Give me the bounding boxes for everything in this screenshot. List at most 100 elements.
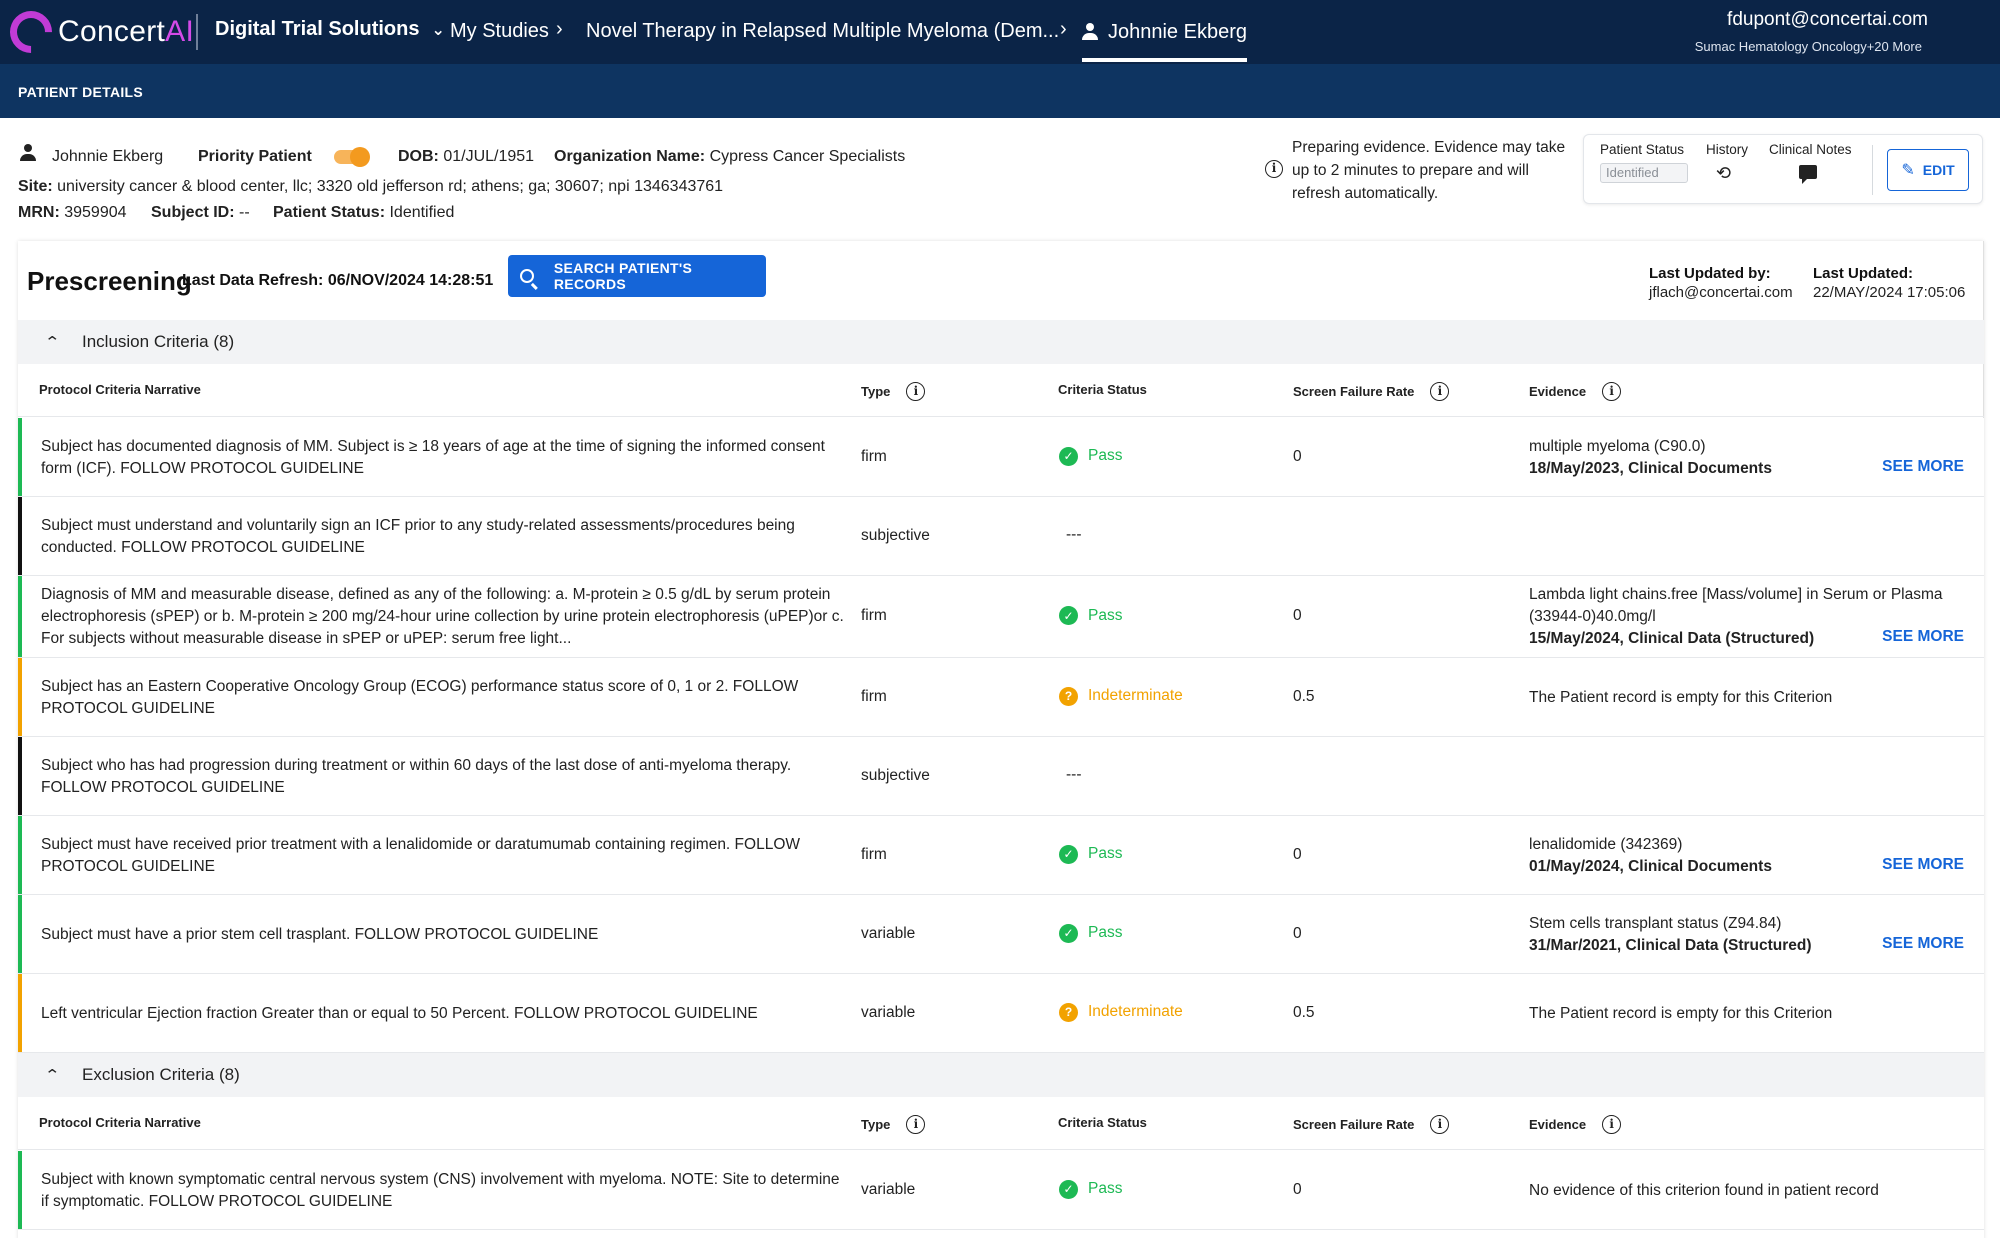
column-header-criteria-status[interactable]: Criteria Status <box>1058 382 1147 397</box>
chevron-up-icon[interactable]: ⌃ <box>44 1067 61 1084</box>
column-header-narrative[interactable]: Protocol Criteria Narrative <box>39 382 201 397</box>
product-switcher[interactable]: Digital Trial Solutions ⌄ <box>215 18 445 41</box>
criteria-row[interactable]: Subject must understand and voluntarily … <box>18 497 1984 576</box>
see-more-link[interactable]: SEE MORE <box>1882 628 1964 645</box>
prescreening-title: Prescreening <box>27 266 192 296</box>
exclusion-criteria-header[interactable]: ⌃ Exclusion Criteria (8) <box>18 1053 1984 1097</box>
see-more-link[interactable]: SEE MORE <box>1882 934 1964 952</box>
criteria-type: variable <box>861 1003 916 1021</box>
evidence-source: 18/May/2023, Clinical Documents <box>1529 459 1772 477</box>
header-divider <box>18 1149 1984 1150</box>
edit-button-label: EDIT <box>1922 162 1955 178</box>
row-status-bar <box>18 1151 22 1229</box>
info-icon[interactable]: i <box>1602 1115 1622 1134</box>
evidence-value: Stem cells transplant status (Z94.84) <box>1529 914 1782 932</box>
criteria-narrative: Subject must have received prior treatme… <box>41 835 801 875</box>
priority-patient-toggle[interactable] <box>334 147 370 167</box>
header-divider <box>18 416 1984 417</box>
column-header-screen-failure-rate[interactable]: Screen Failure Rate i <box>1293 382 1450 401</box>
criteria-narrative: Subject has an Eastern Cooperative Oncol… <box>41 677 799 717</box>
subject-id-field: Subject ID: -- <box>151 204 250 222</box>
column-header-narrative[interactable]: Protocol Criteria Narrative <box>39 1115 201 1130</box>
info-icon[interactable]: i <box>906 382 926 401</box>
inclusion-criteria-header[interactable]: ⌃ Inclusion Criteria (8) <box>18 320 1984 364</box>
user-organizations[interactable]: Sumac Hematology Oncology+20 More <box>1694 39 1922 54</box>
chevron-up-icon[interactable]: ⌃ <box>44 334 61 351</box>
evidence: Stem cells transplant status (Z94.84) 31/… <box>1529 913 1949 957</box>
clinical-notes-icon[interactable] <box>1799 165 1817 184</box>
criteria-row[interactable]: Subject has an Eastern Cooperative Oncol… <box>18 658 1984 737</box>
breadcrumb-patient-label: Johnnie Ekberg <box>1108 20 1247 43</box>
column-header-screen-failure-rate-label: Screen Failure Rate <box>1293 384 1415 399</box>
info-icon[interactable]: i <box>1602 382 1622 401</box>
evidence-value: lenalidomide (342369) <box>1529 835 1683 853</box>
column-header-criteria-status[interactable]: Criteria Status <box>1058 1115 1147 1130</box>
criteria-narrative: Subject must have a prior stem cell tras… <box>41 925 599 943</box>
check-circle-icon: ✓ <box>1059 606 1078 625</box>
see-more-link[interactable]: SEE MORE <box>1882 457 1964 475</box>
criteria-status-label: Indeterminate <box>1088 687 1183 704</box>
concertai-logo[interactable]: ConcertAI <box>1 2 194 62</box>
column-header-criteria-status-label: Criteria Status <box>1058 382 1147 397</box>
see-more-link[interactable]: SEE MORE <box>1882 855 1964 873</box>
patient-status-card-label: Patient Status <box>1600 142 1685 157</box>
column-header-type[interactable]: Type i <box>861 382 926 401</box>
column-header-evidence-label: Evidence <box>1529 1117 1587 1132</box>
row-status-bar <box>18 816 22 894</box>
criteria-status: ✓ Pass <box>1059 606 1122 625</box>
criteria-row[interactable]: Diagnosis of MM and measurable disease, … <box>18 576 1984 658</box>
user-email[interactable]: fdupont@concertai.com <box>1727 9 1928 30</box>
column-header-screen-failure-rate[interactable]: Screen Failure Rate i <box>1293 1115 1450 1134</box>
logo-divider <box>196 14 198 50</box>
chevron-right-icon: › <box>556 18 563 40</box>
column-header-evidence[interactable]: Evidence i <box>1529 1115 1622 1134</box>
site-field: Site: university cancer & blood center, … <box>18 178 723 196</box>
criteria-narrative: Subject with known symptomatic central n… <box>41 1170 840 1210</box>
criteria-narrative: Diagnosis of MM and measurable disease, … <box>41 586 844 647</box>
column-header-evidence[interactable]: Evidence i <box>1529 382 1622 401</box>
info-icon[interactable]: i <box>1430 1115 1450 1134</box>
criteria-row[interactable]: Subject with known symptomatic central n… <box>18 1151 1984 1230</box>
clinical-notes-label: Clinical Notes <box>1769 142 1852 157</box>
criteria-status: ✓ Pass <box>1059 1179 1122 1199</box>
breadcrumb-study[interactable]: Novel Therapy in Relapsed Multiple Myelo… <box>586 20 1060 42</box>
criteria-row[interactable]: Subject must have received prior treatme… <box>18 816 1984 895</box>
history-icon[interactable]: ⟲ <box>1716 163 1732 183</box>
last-updated-value: 22/MAY/2024 17:05:06 <box>1813 284 1966 301</box>
criteria-row[interactable]: Subject who has had progression during t… <box>18 737 1984 816</box>
criteria-status-label: Pass <box>1088 845 1123 862</box>
edit-button[interactable]: ✎ EDIT <box>1887 149 1969 191</box>
info-icon[interactable]: i <box>906 1115 926 1134</box>
evidence: multiple myeloma (C90.0) 18/May/2023, Cli… <box>1529 436 1949 480</box>
search-patient-records-button[interactable]: SEARCH PATIENT'S RECORDS <box>508 255 766 297</box>
subject-id-label: Subject ID: <box>151 204 235 221</box>
evidence: The Patient record is empty for this Cri… <box>1529 1003 1949 1025</box>
criteria-narrative: Subject has documented diagnosis of MM. … <box>41 437 825 477</box>
history-label: History <box>1706 142 1749 157</box>
row-status-bar <box>18 895 22 973</box>
patient-status-select[interactable]: Identified <box>1600 163 1688 183</box>
breadcrumb-patient[interactable]: Johnnie Ekberg <box>1082 0 1247 64</box>
criteria-status-label: Pass <box>1088 924 1123 941</box>
criteria-type: variable <box>861 1180 916 1198</box>
evidence-value: multiple myeloma (C90.0) <box>1529 437 1706 455</box>
column-header-type[interactable]: Type i <box>861 1115 926 1134</box>
criteria-narrative: Subject who has had progression during t… <box>41 756 792 796</box>
screen-failure-rate: 0.5 <box>1293 687 1315 705</box>
info-icon[interactable]: i <box>1430 382 1450 401</box>
criteria-row[interactable]: Subject has documented diagnosis of MM. … <box>18 418 1984 497</box>
criteria-type: firm <box>861 607 887 624</box>
criteria-status: ? Indeterminate <box>1059 686 1183 706</box>
top-navigation-bar: ConcertAI Digital Trial Solutions ⌄ My S… <box>0 0 2000 64</box>
evidence: The Patient record is empty for this Cri… <box>1529 687 1949 709</box>
criteria-row[interactable]: Subject must have a prior stem cell tras… <box>18 895 1984 974</box>
tab-patient-details[interactable]: PATIENT DETAILS <box>18 84 144 100</box>
inclusion-criteria-title: Inclusion Criteria (8) <box>82 332 235 351</box>
criteria-row[interactable]: Left ventricular Ejection fraction Great… <box>18 974 1984 1053</box>
breadcrumb-my-studies[interactable]: My Studies <box>450 20 549 42</box>
site-value: university cancer & blood center, llc; 3… <box>57 178 724 195</box>
screen-failure-rate: 0 <box>1293 607 1302 624</box>
criteria-status: --- <box>1066 525 1082 543</box>
pencil-icon: ✎ <box>1901 162 1915 179</box>
column-header-evidence-label: Evidence <box>1529 384 1587 399</box>
